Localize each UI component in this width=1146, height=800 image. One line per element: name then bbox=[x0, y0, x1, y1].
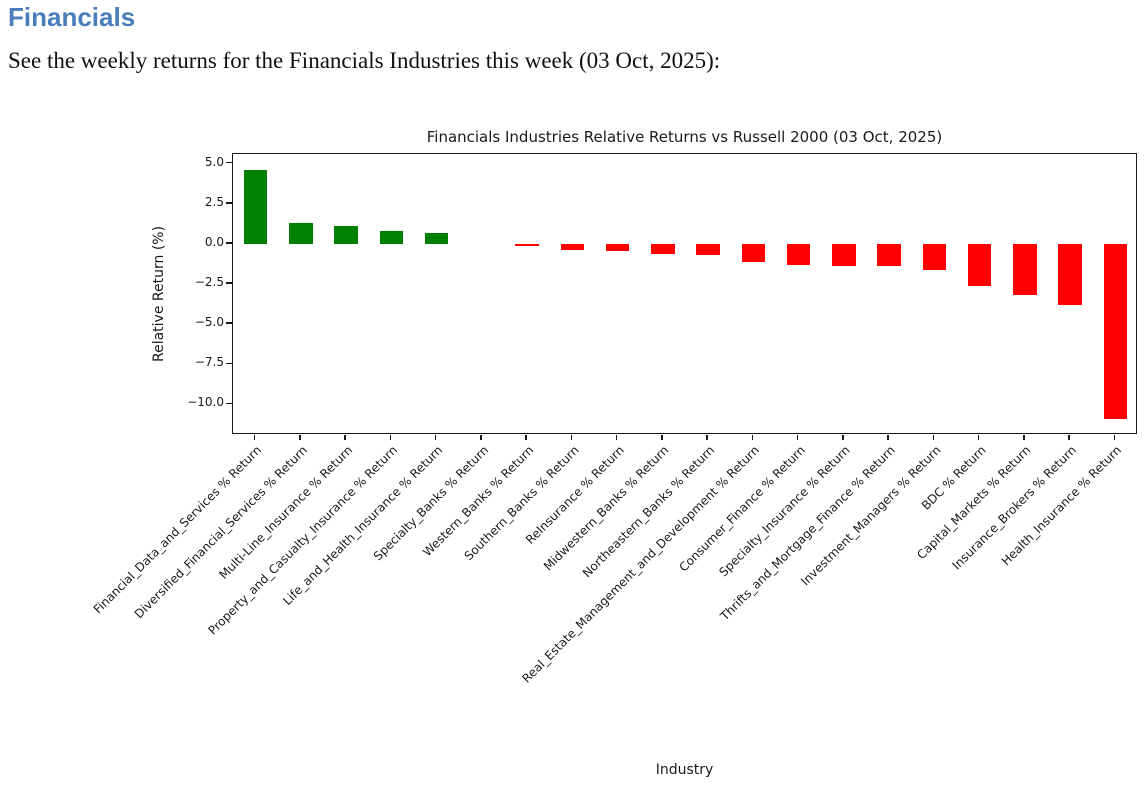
y-tick-label: 2.5 bbox=[204, 194, 224, 209]
chart-bar bbox=[379, 231, 404, 244]
x-tick-mark bbox=[796, 435, 799, 440]
x-tick-mark bbox=[1113, 435, 1116, 440]
chart-bar bbox=[560, 243, 585, 250]
y-tick-mark bbox=[226, 242, 232, 244]
chart-bar bbox=[289, 223, 313, 244]
x-tick-mark bbox=[932, 435, 935, 440]
chart-bar bbox=[832, 243, 856, 266]
plot-area bbox=[232, 153, 1137, 434]
x-tick-mark bbox=[887, 435, 889, 440]
x-tick-mark bbox=[1023, 435, 1025, 440]
x-tick-mark bbox=[299, 435, 301, 440]
x-tick-mark bbox=[434, 435, 437, 440]
y-tick-label: −10.0 bbox=[187, 395, 224, 410]
x-tick-mark bbox=[842, 435, 844, 440]
y-tick-label: 5.0 bbox=[204, 154, 224, 169]
chart-bar bbox=[515, 243, 539, 246]
x-tick-mark bbox=[253, 435, 256, 440]
x-tick-mark bbox=[525, 435, 527, 440]
chart-title: Financials Industries Relative Returns v… bbox=[426, 128, 943, 146]
chart-bar bbox=[605, 243, 630, 252]
y-tick-mark bbox=[226, 362, 232, 365]
y-tick-mark bbox=[226, 161, 232, 164]
chart-bar bbox=[877, 243, 901, 267]
chart-bar bbox=[741, 243, 766, 262]
page-title: Financials bbox=[8, 2, 136, 32]
chart-bar bbox=[334, 226, 358, 244]
x-tick-mark bbox=[570, 435, 573, 440]
chart-bar bbox=[696, 243, 720, 256]
y-tick-label: 0.0 bbox=[204, 234, 224, 249]
y-tick-mark bbox=[226, 282, 232, 284]
page-subtitle: See the weekly returns for the Financial… bbox=[8, 48, 721, 73]
y-tick-mark bbox=[226, 202, 232, 204]
x-tick-mark bbox=[751, 435, 754, 440]
y-tick-mark bbox=[226, 402, 232, 405]
chart-bar bbox=[243, 170, 268, 244]
x-tick-mark bbox=[389, 435, 392, 440]
x-tick-mark bbox=[615, 435, 618, 440]
y-tick-mark bbox=[226, 322, 232, 324]
x-tick-mark bbox=[344, 435, 346, 440]
chart-bar bbox=[786, 243, 811, 265]
x-tick-mark bbox=[661, 435, 663, 440]
chart-bar bbox=[922, 243, 947, 271]
chart-bar bbox=[1058, 243, 1082, 305]
x-axis-label: Industry bbox=[655, 762, 714, 778]
x-tick-mark bbox=[977, 435, 980, 440]
chart-bar bbox=[651, 243, 675, 254]
chart-bar bbox=[1013, 243, 1037, 296]
y-tick-label: −2.5 bbox=[194, 275, 224, 290]
x-tick-mark bbox=[1068, 435, 1070, 440]
x-tick-mark bbox=[706, 435, 708, 440]
x-tick-mark bbox=[480, 435, 482, 440]
chart-bar bbox=[1103, 243, 1128, 419]
y-tick-label: −7.5 bbox=[194, 355, 224, 370]
chart-bar bbox=[967, 243, 992, 286]
chart-bar bbox=[424, 232, 449, 244]
y-tick-label: −5.0 bbox=[194, 315, 224, 330]
